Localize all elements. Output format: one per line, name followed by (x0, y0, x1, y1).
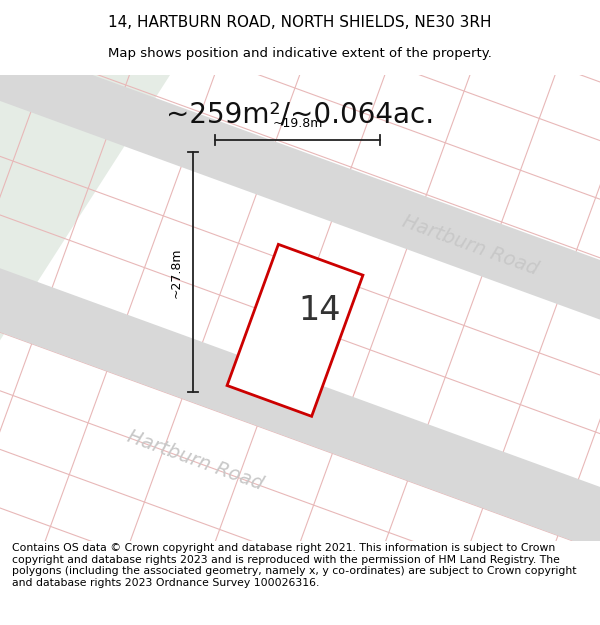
Text: Contains OS data © Crown copyright and database right 2021. This information is : Contains OS data © Crown copyright and d… (12, 543, 577, 588)
Text: 14: 14 (299, 294, 341, 327)
Text: 14, HARTBURN ROAD, NORTH SHIELDS, NE30 3RH: 14, HARTBURN ROAD, NORTH SHIELDS, NE30 3… (108, 15, 492, 30)
Text: Hartburn Road: Hartburn Road (124, 427, 266, 494)
Polygon shape (0, 96, 600, 625)
Polygon shape (0, 0, 600, 496)
Text: Map shows position and indicative extent of the property.: Map shows position and indicative extent… (108, 46, 492, 59)
Text: ~259m²/~0.064ac.: ~259m²/~0.064ac. (166, 100, 434, 128)
Polygon shape (0, 75, 170, 341)
Text: ~27.8m: ~27.8m (170, 247, 183, 298)
Text: Hartburn Road: Hartburn Road (400, 212, 541, 279)
Polygon shape (227, 244, 363, 416)
Text: ~19.8m: ~19.8m (272, 117, 323, 130)
